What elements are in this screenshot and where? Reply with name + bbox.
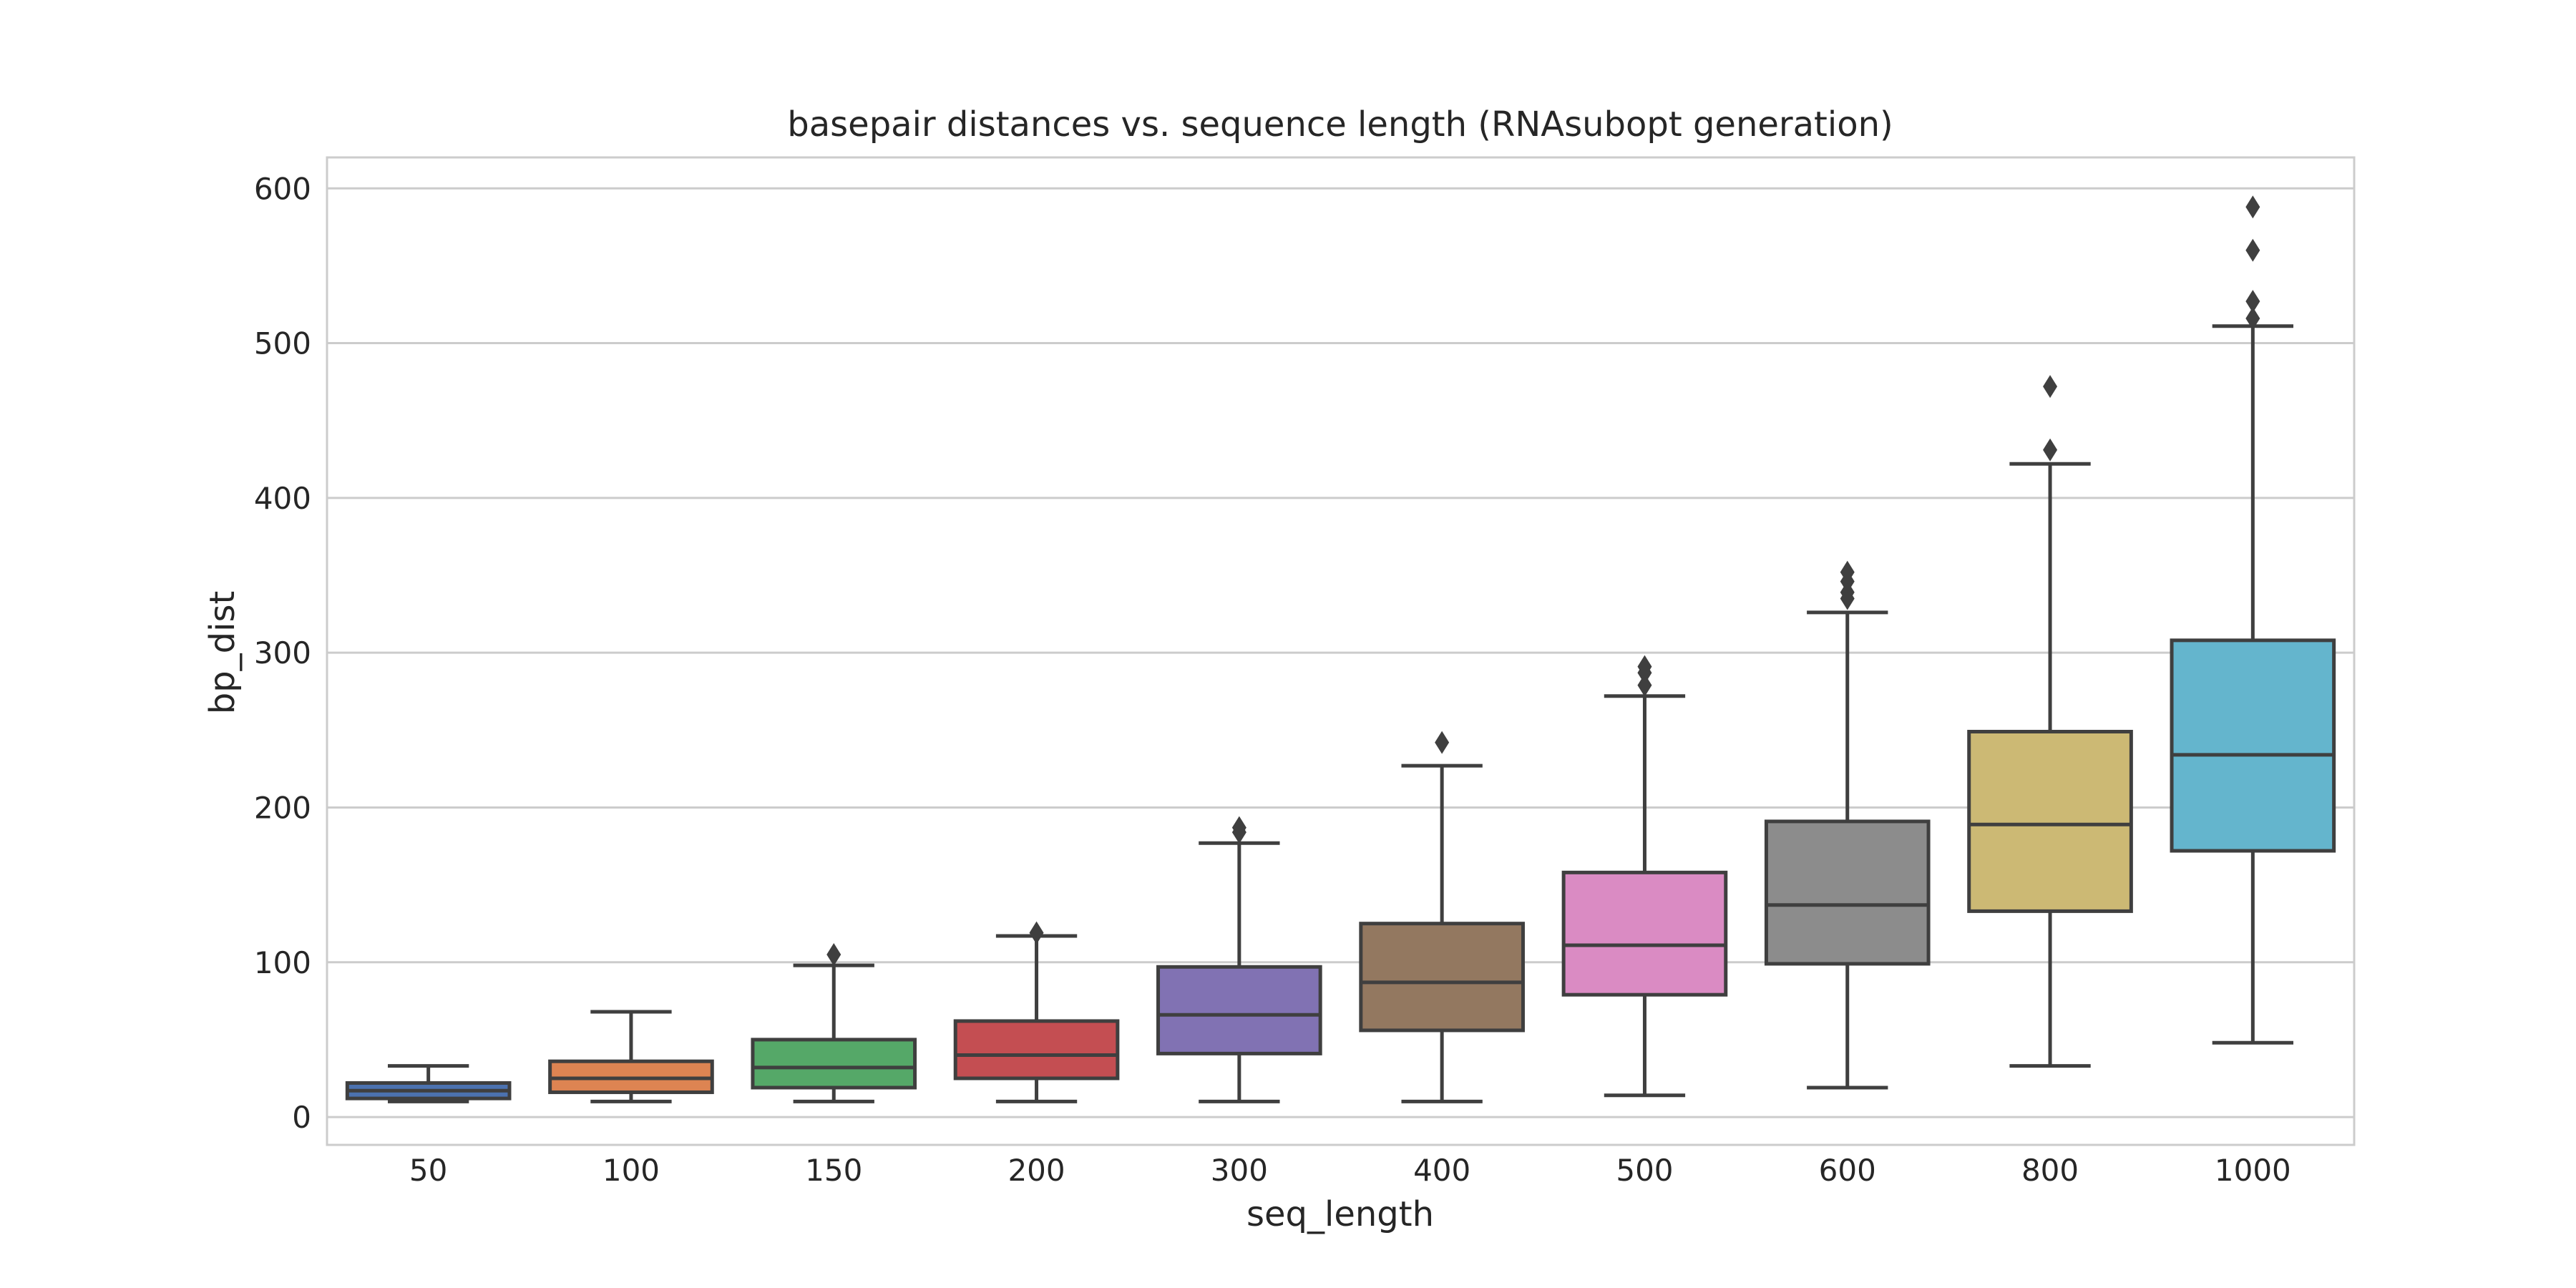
grid-lines xyxy=(327,187,2354,1118)
box-150 xyxy=(751,942,917,1103)
y-tick-label: 300 xyxy=(254,635,311,670)
outlier-point xyxy=(1637,655,1652,678)
outlier-point xyxy=(1435,731,1450,754)
box-iqr xyxy=(1156,965,1322,1055)
x-tick-label: 100 xyxy=(602,1153,660,1188)
x-tick-label: 50 xyxy=(409,1153,447,1188)
outlier-point xyxy=(2245,306,2260,330)
y-tick-label: 400 xyxy=(254,481,311,516)
x-tick-label: 1000 xyxy=(2215,1153,2291,1188)
box-iqr xyxy=(1359,922,1525,1033)
outlier-point xyxy=(2245,238,2260,262)
outlier-point xyxy=(2043,375,2058,399)
outlier-point xyxy=(2245,195,2260,219)
outlier-point xyxy=(1231,816,1246,839)
plot-frame xyxy=(326,156,2356,1146)
x-tick-label: 600 xyxy=(1819,1153,1876,1188)
box-1000 xyxy=(2170,195,2336,1045)
x-tick-label: 500 xyxy=(1616,1153,1673,1188)
box-100 xyxy=(548,1010,714,1103)
x-tick-label: 800 xyxy=(2021,1153,2079,1188)
y-tick-label: 200 xyxy=(254,790,311,825)
chart-title: basepair distances vs. sequence length (… xyxy=(787,104,1893,145)
outlier-point xyxy=(1637,673,1652,697)
box-iqr xyxy=(953,1019,1120,1080)
outlier-point xyxy=(2245,290,2260,313)
y-tick-labels: 0 100 200 300 400 500 600 xyxy=(254,171,311,1135)
x-axis-label: seq_length xyxy=(1246,1194,1434,1234)
box-iqr xyxy=(751,1038,917,1090)
box-300 xyxy=(1156,816,1322,1103)
y-axis-label: bp_dist xyxy=(203,591,243,715)
outlier-point xyxy=(2043,438,2058,462)
x-tick-label: 300 xyxy=(1211,1153,1268,1188)
outlier-point xyxy=(826,942,841,966)
y-tick-label: 100 xyxy=(254,945,311,980)
box-iqr xyxy=(2170,638,2336,853)
y-tick-label: 0 xyxy=(292,1100,311,1135)
box-iqr xyxy=(1561,870,1728,997)
box-iqr xyxy=(1764,819,1931,966)
x-tick-label: 200 xyxy=(1008,1153,1065,1188)
box-series xyxy=(345,195,2336,1103)
box-800 xyxy=(1967,375,2133,1068)
x-tick-label: 400 xyxy=(1413,1153,1470,1188)
box-50 xyxy=(345,1064,512,1103)
box-200 xyxy=(953,921,1120,1103)
plot-area xyxy=(327,157,2354,1145)
box-600 xyxy=(1764,560,1931,1090)
box-iqr xyxy=(1967,729,2133,913)
y-tick-label: 600 xyxy=(254,171,311,206)
x-tick-label: 150 xyxy=(805,1153,862,1188)
outlier-point xyxy=(1029,921,1044,945)
y-tick-label: 500 xyxy=(254,326,311,361)
outlier-point xyxy=(1840,560,1855,584)
x-tick-labels: 50 100 150 200 300 400 500 600 800 1000 xyxy=(409,1153,2291,1188)
box-500 xyxy=(1561,655,1728,1098)
box-400 xyxy=(1359,731,1525,1103)
